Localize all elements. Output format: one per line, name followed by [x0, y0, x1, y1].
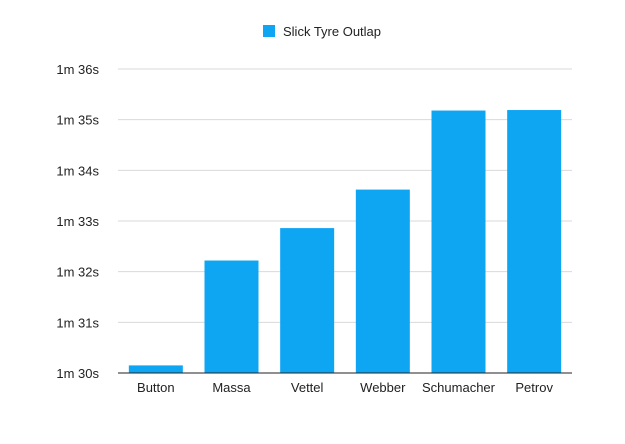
y-tick-label: 1m 32s: [56, 265, 99, 280]
y-tick-label: 1m 34s: [56, 163, 99, 178]
grid: [118, 68, 572, 323]
x-category-label: Vettel: [291, 380, 324, 395]
bar: [431, 110, 486, 374]
legend-swatch: [263, 25, 275, 37]
x-category-label: Button: [137, 380, 175, 395]
legend: Slick Tyre Outlap: [263, 24, 381, 39]
x-category-label: Petrov: [515, 380, 553, 395]
legend-label: Slick Tyre Outlap: [283, 24, 381, 39]
bars: [128, 110, 562, 374]
bar: [204, 260, 259, 373]
y-tick-label: 1m 35s: [56, 113, 99, 128]
y-tick-label: 1m 33s: [56, 214, 99, 229]
bar: [355, 189, 410, 373]
y-tick-label: 1m 31s: [56, 315, 99, 330]
y-axis-tick-labels: 1m 30s 1m 31s 1m 32s 1m 33s 1m 34s 1m 35s 1m 3…: [56, 62, 99, 381]
bar: [507, 110, 562, 373]
y-tick-label: 1m 36s: [56, 62, 99, 77]
y-tick-label: 1m 30s: [56, 366, 99, 381]
x-category-label: Webber: [360, 380, 406, 395]
bar: [280, 228, 335, 373]
bar: [128, 365, 183, 373]
x-category-label: Massa: [212, 380, 251, 395]
x-axis-category-labels: Button Massa Vettel Webber Schumacher Petrov: [137, 380, 553, 395]
x-category-label: Schumacher: [422, 380, 496, 395]
